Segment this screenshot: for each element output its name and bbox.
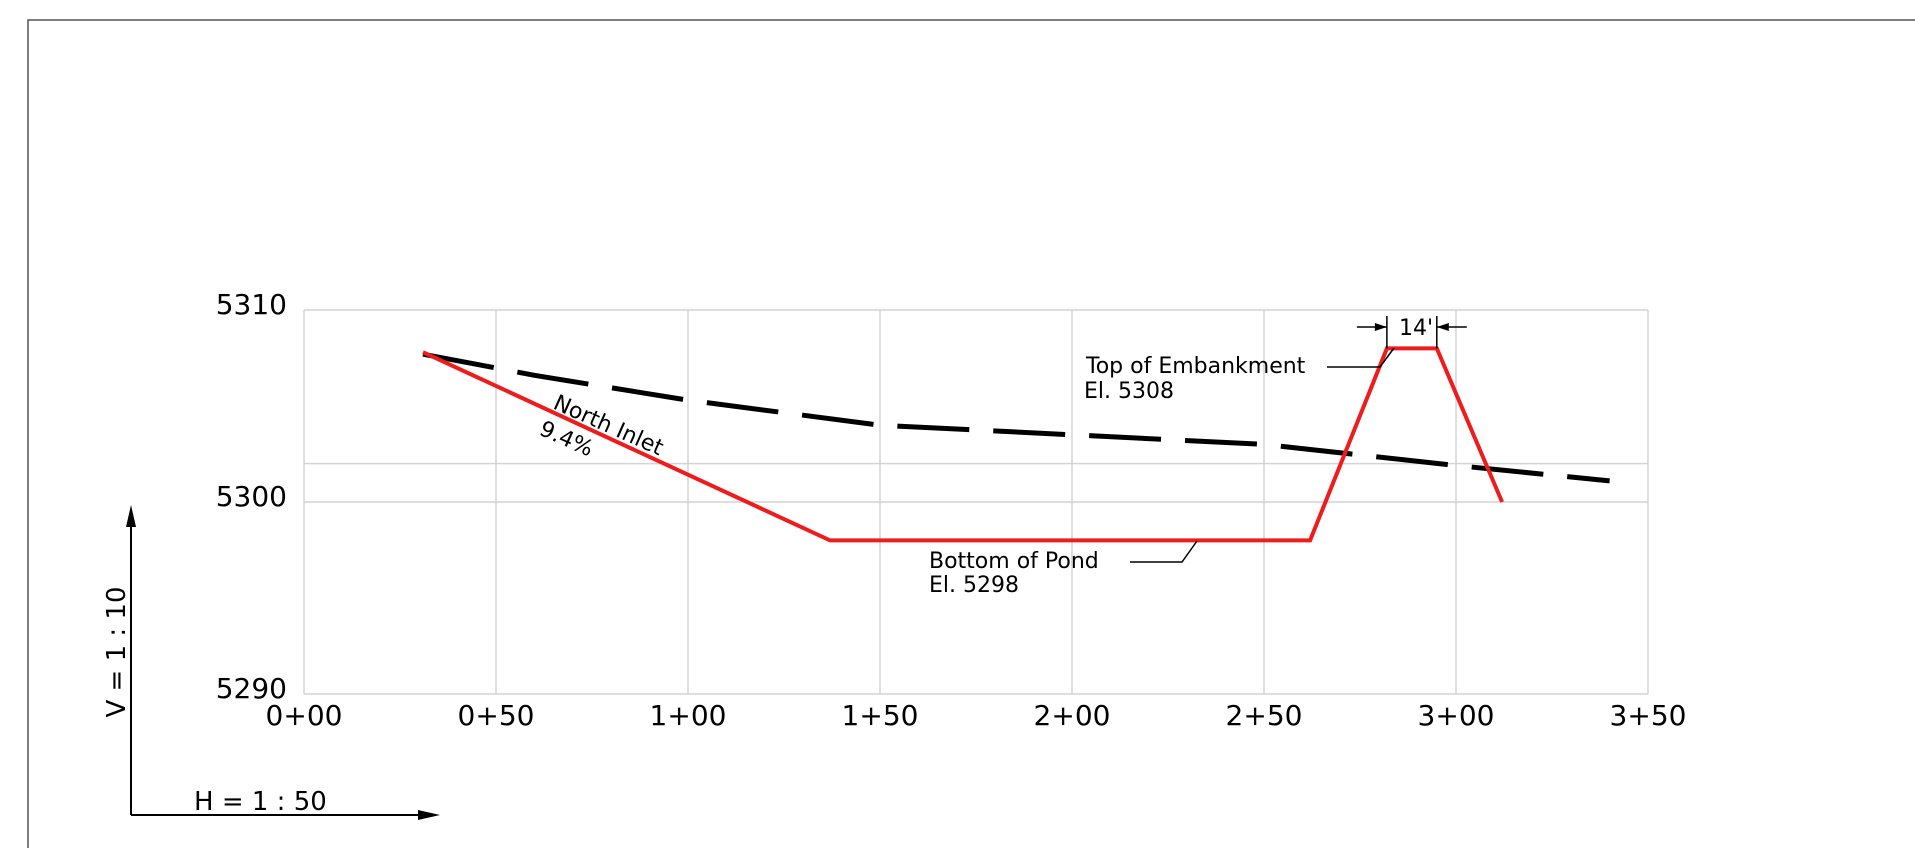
bottom-of-pond-label: Bottom of Pond bbox=[929, 549, 1099, 574]
vertical-scale-label: V = 1 : 10 bbox=[102, 586, 132, 717]
x-tick-label: 0+00 bbox=[266, 699, 343, 732]
dimension-14ft bbox=[1356, 316, 1467, 349]
x-tick-label: 0+50 bbox=[458, 699, 535, 732]
y-tick-labels: 5290 5300 5310 bbox=[216, 288, 287, 705]
series-lines bbox=[422, 346, 1610, 543]
top-embankment-label: Top of Embankment bbox=[1085, 354, 1306, 379]
existing-ground-line bbox=[422, 351, 1610, 484]
arrow-up-icon bbox=[126, 505, 136, 527]
leader-lines bbox=[1130, 347, 1395, 563]
bottom-of-pond-leader bbox=[1130, 540, 1198, 563]
embankment-width-label: 14' bbox=[1399, 316, 1433, 341]
top-embankment-leader bbox=[1327, 347, 1395, 368]
y-tick-label: 5290 bbox=[216, 672, 287, 705]
x-tick-label: 1+50 bbox=[842, 699, 919, 732]
sheet-border bbox=[27, 19, 1915, 853]
arrow-right-icon bbox=[418, 810, 440, 820]
proposed-pond-line bbox=[422, 346, 1504, 543]
x-tick-label: 1+00 bbox=[650, 699, 727, 732]
arrow-right-icon bbox=[1374, 323, 1387, 331]
x-tick-label: 2+50 bbox=[1226, 699, 1303, 732]
scale-indicator: V = 1 : 10 H = 1 : 50 bbox=[102, 505, 440, 820]
y-tick-label: 5310 bbox=[216, 288, 287, 321]
y-tick-label: 5300 bbox=[216, 480, 287, 513]
x-tick-label: 2+00 bbox=[1034, 699, 1111, 732]
bottom-of-pond-elevation: El. 5298 bbox=[929, 573, 1019, 598]
x-tick-labels: 0+00 0+50 1+00 1+50 2+00 2+50 3+00 3+50 bbox=[266, 699, 1687, 732]
x-tick-label: 3+50 bbox=[1610, 699, 1687, 732]
horizontal-scale-label: H = 1 : 50 bbox=[194, 787, 327, 817]
top-embankment-elevation: El. 5308 bbox=[1084, 379, 1174, 404]
arrow-left-icon bbox=[1436, 323, 1449, 331]
grid bbox=[303, 309, 1649, 695]
x-tick-label: 3+00 bbox=[1418, 699, 1495, 732]
